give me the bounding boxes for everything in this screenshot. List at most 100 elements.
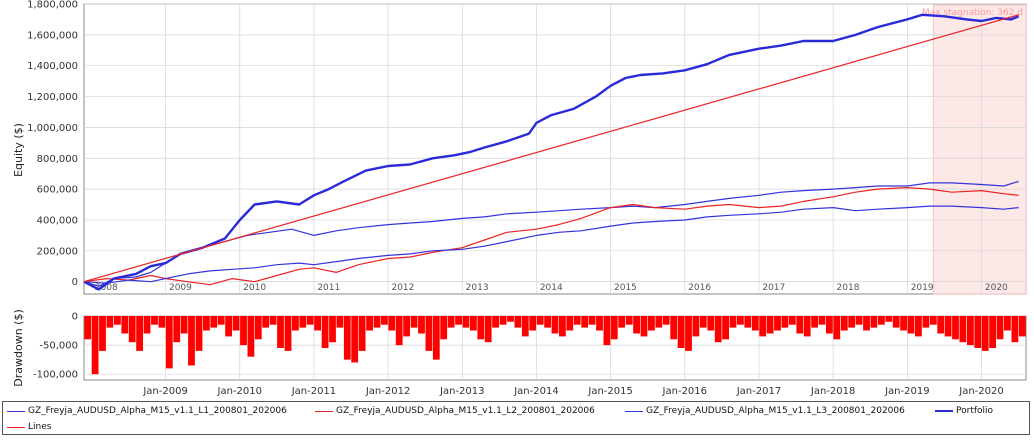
drawdown-bar bbox=[685, 316, 692, 351]
drawdown-bar bbox=[788, 316, 796, 325]
drawdown-y-tick-label: -100,000 bbox=[33, 370, 78, 381]
drawdown-bar bbox=[321, 316, 329, 348]
equity-y-tick-label: 1,400,000 bbox=[27, 61, 78, 72]
drawdown-bar bbox=[996, 316, 1004, 340]
year-label: 2017 bbox=[762, 283, 785, 293]
drawdown-bar bbox=[774, 316, 781, 331]
drawdown-bar bbox=[336, 316, 344, 328]
equity-y-tick-label: 800,000 bbox=[37, 154, 78, 165]
drawdown-bar bbox=[670, 316, 678, 340]
drawdown-x-tick-label: Jan-2010 bbox=[217, 386, 262, 397]
drawdown-bar bbox=[729, 316, 737, 328]
drawdown-bar bbox=[388, 316, 396, 331]
drawdown-bar bbox=[462, 316, 470, 328]
drawdown-axis-label: Drawdown ($) bbox=[12, 309, 25, 387]
legend-label: GZ_Freyja_AUDUSD_Alpha_M15_v1.1_L3_20080… bbox=[646, 406, 905, 416]
equity-y-tick-label: 0 bbox=[72, 277, 78, 288]
legend-label: GZ_Freyja_AUDUSD_Alpha_M15_v1.1_L2_20080… bbox=[336, 406, 595, 416]
drawdown-x-tick-label: Jan-2011 bbox=[291, 386, 336, 397]
drawdown-bar bbox=[596, 316, 603, 331]
equity-series bbox=[83, 13, 1020, 291]
drawdown-bar bbox=[944, 316, 952, 337]
drawdown-bar bbox=[240, 316, 247, 346]
legend-item: GZ_Freyja_AUDUSD_Alpha_M15_v1.1_L2_20080… bbox=[315, 404, 595, 418]
legend-swatch bbox=[315, 410, 333, 412]
drawdown-bar bbox=[158, 316, 166, 328]
drawdown-bar bbox=[358, 316, 366, 351]
drawdown-bar bbox=[922, 316, 930, 328]
year-label: 2014 bbox=[540, 283, 563, 293]
legend-swatch bbox=[7, 426, 25, 428]
drawdown-bar bbox=[648, 316, 655, 331]
drawdown-y-tick-label: 0 bbox=[72, 312, 78, 323]
drawdown-y-tick-label: -50,000 bbox=[39, 341, 78, 352]
drawdown-bar bbox=[499, 316, 507, 325]
drawdown-bar bbox=[284, 316, 292, 351]
drawdown-bar bbox=[395, 316, 403, 346]
drawdown-bar bbox=[981, 316, 989, 351]
drawdown-bar bbox=[440, 316, 448, 340]
drawdown-bar bbox=[314, 316, 321, 331]
legend-item: GZ_Freyja_AUDUSD_Alpha_M15_v1.1_L3_20080… bbox=[625, 404, 905, 418]
drawdown-bar bbox=[210, 316, 218, 328]
drawdown-bar bbox=[292, 316, 299, 331]
legend-swatch bbox=[935, 410, 953, 412]
drawdown-bar bbox=[254, 316, 262, 340]
drawdown-bar bbox=[989, 316, 996, 348]
drawdown-bar bbox=[937, 316, 945, 334]
drawdown-x-tick-label: Jan-2015 bbox=[587, 386, 632, 397]
year-label: 2016 bbox=[688, 283, 711, 293]
drawdown-bar bbox=[418, 316, 425, 334]
drawdown-bar bbox=[610, 316, 618, 340]
drawdown-bar bbox=[907, 316, 915, 334]
drawdown-bar bbox=[603, 316, 611, 346]
drawdown-bar bbox=[833, 316, 841, 340]
drawdown-bar bbox=[136, 316, 143, 351]
drawdown-bar bbox=[143, 316, 151, 334]
drawdown-bar bbox=[796, 316, 804, 334]
year-label: 2009 bbox=[169, 283, 192, 293]
drawdown-bar bbox=[507, 316, 514, 322]
series-line-4 bbox=[83, 13, 1020, 291]
equity-y-tick-label: 1,200,000 bbox=[27, 92, 78, 103]
drawdown-bar bbox=[84, 316, 92, 340]
drawdown-bar bbox=[373, 316, 381, 328]
equity-axis-label: Equity ($) bbox=[12, 123, 25, 177]
year-label: 2011 bbox=[317, 283, 340, 293]
drawdown-bar bbox=[99, 316, 106, 351]
drawdown-bar bbox=[1004, 316, 1011, 331]
drawdown-bar bbox=[573, 316, 581, 325]
drawdown-bar bbox=[811, 316, 818, 328]
equity-plot-area bbox=[83, 3, 1027, 295]
max-stagnation-label: Max stagnation: 362 d bbox=[922, 8, 1023, 18]
drawdown-bar bbox=[492, 316, 499, 328]
drawdown-bar bbox=[915, 316, 922, 337]
drawdown-bar bbox=[269, 316, 277, 325]
drawdown-x-tick-label: Jan-2009 bbox=[142, 386, 187, 397]
drawdown-bar bbox=[366, 316, 373, 331]
drawdown-bar bbox=[699, 316, 707, 328]
drawdown-bar bbox=[106, 316, 114, 328]
year-label: 2015 bbox=[614, 283, 637, 293]
drawdown-bar bbox=[203, 316, 210, 331]
drawdown-bar bbox=[225, 316, 232, 337]
drawdown-x-tick-label: Jan-2014 bbox=[513, 386, 558, 397]
drawdown-bar bbox=[781, 316, 789, 328]
drawdown-bar bbox=[640, 316, 648, 337]
drawdown-bar bbox=[1011, 316, 1019, 343]
legend-item: Portfolio bbox=[935, 404, 993, 418]
drawdown-x-tick-label: Jan-2016 bbox=[662, 386, 707, 397]
drawdown-bar bbox=[662, 316, 670, 325]
drawdown-bar bbox=[929, 316, 937, 325]
drawdown-bar bbox=[128, 316, 136, 343]
drawdown-bar bbox=[165, 316, 173, 369]
drawdown-bar bbox=[536, 316, 544, 325]
drawdown-bar bbox=[900, 316, 907, 331]
drawdown-bar bbox=[714, 316, 722, 343]
drawdown-bar bbox=[751, 316, 759, 331]
drawdown-bar bbox=[262, 316, 270, 328]
drawdown-bar bbox=[447, 316, 455, 328]
drawdown-x-tick-label: Jan-2020 bbox=[958, 386, 1003, 397]
legend-swatch bbox=[7, 410, 25, 412]
drawdown-bar bbox=[618, 316, 626, 328]
